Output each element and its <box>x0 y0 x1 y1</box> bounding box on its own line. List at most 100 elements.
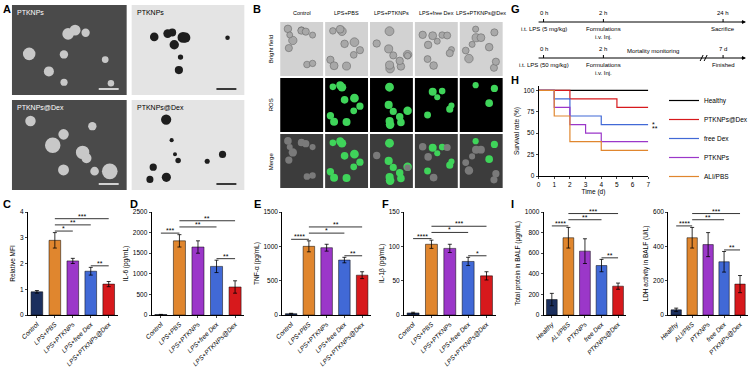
svg-text:**: ** <box>350 250 356 257</box>
svg-text:0: 0 <box>20 311 24 318</box>
svg-text:ALI/PBS: ALI/PBS <box>672 320 695 343</box>
svg-text:Merge: Merge <box>268 153 274 171</box>
svg-text:100: 100 <box>389 243 400 250</box>
svg-text:C: C <box>3 198 11 210</box>
svg-text:4: 4 <box>599 181 603 188</box>
svg-text:****: **** <box>294 233 305 240</box>
svg-text:LPS+free Dex: LPS+free Dex <box>60 320 94 354</box>
svg-text:PTKNPs: PTKNPs <box>689 320 712 343</box>
svg-text:3: 3 <box>20 234 24 241</box>
svg-text:*: * <box>652 121 655 128</box>
svg-text:***: *** <box>78 213 86 220</box>
svg-text:25: 25 <box>527 151 535 158</box>
svg-text:PTKNPs: PTKNPs <box>704 154 730 161</box>
svg-text:PTKNPs@Dex: PTKNPs@Dex <box>708 320 744 356</box>
svg-text:0: 0 <box>531 172 535 179</box>
svg-text:**: ** <box>70 219 76 226</box>
svg-text:PTKNPs@Dex: PTKNPs@Dex <box>586 320 622 356</box>
svg-text:200: 200 <box>653 277 664 284</box>
svg-text:Control: Control <box>293 10 311 16</box>
svg-text:**: ** <box>607 252 613 259</box>
svg-text:LPS+PTKNPs: LPS+PTKNPs <box>296 320 330 354</box>
svg-text:*: * <box>448 226 451 233</box>
svg-text:LPS+PBS: LPS+PBS <box>409 320 435 346</box>
svg-text:Bright field: Bright field <box>268 35 274 63</box>
svg-text:2000: 2000 <box>133 229 148 236</box>
svg-text:2500: 2500 <box>133 208 148 215</box>
svg-text:Healthy: Healthy <box>534 320 556 342</box>
svg-text:****: **** <box>679 220 690 227</box>
svg-text:LPS+free Dex: LPS+free Dex <box>314 320 348 354</box>
svg-text:PTKNPs: PTKNPs <box>137 9 164 16</box>
svg-text:**: ** <box>333 221 339 228</box>
svg-text:**: ** <box>652 125 658 132</box>
svg-text:LPS+PTKNPs@Dex: LPS+PTKNPs@Dex <box>65 320 112 367</box>
svg-text:LPS+PTKNPs@Dex: LPS+PTKNPs@Dex <box>456 10 506 16</box>
svg-text:1000: 1000 <box>133 270 148 277</box>
svg-text:*: * <box>62 225 65 232</box>
svg-text:200: 200 <box>528 291 539 298</box>
svg-text:LPS+PTKNPs@Dex: LPS+PTKNPs@Dex <box>318 320 365 367</box>
svg-text:600: 600 <box>653 208 664 215</box>
svg-text:free Dex: free Dex <box>704 135 729 142</box>
svg-text:1: 1 <box>552 181 556 188</box>
svg-text:PTKNPs: PTKNPs <box>565 320 588 343</box>
svg-text:50: 50 <box>527 129 535 136</box>
svg-text:i.t. LPS (5 mg/kg): i.t. LPS (5 mg/kg) <box>521 26 567 32</box>
svg-text:*: * <box>476 250 479 257</box>
svg-text:5: 5 <box>615 181 619 188</box>
svg-text:Mortality monitoring: Mortality monitoring <box>627 48 679 54</box>
svg-text:LPS+PTKNPs: LPS+PTKNPs <box>42 320 76 354</box>
svg-text:0: 0 <box>536 311 540 318</box>
svg-text:2: 2 <box>568 181 572 188</box>
svg-text:Relative MFI: Relative MFI <box>9 245 16 282</box>
svg-text:***: *** <box>166 227 174 234</box>
svg-text:75: 75 <box>527 108 535 115</box>
svg-text:**: ** <box>97 260 103 267</box>
svg-text:ALI/PBS: ALI/PBS <box>548 320 571 343</box>
svg-text:H: H <box>511 74 519 86</box>
svg-text:0 h: 0 h <box>540 10 548 16</box>
svg-text:50: 50 <box>392 277 400 284</box>
svg-text:LPS+PTKNPs@Dex: LPS+PTKNPs@Dex <box>191 320 238 367</box>
svg-text:2 h: 2 h <box>599 46 607 52</box>
svg-text:**: ** <box>204 215 210 222</box>
svg-text:B: B <box>253 3 261 15</box>
svg-text:LPS+PBS: LPS+PBS <box>32 320 58 346</box>
svg-text:free Dex: free Dex <box>582 320 605 343</box>
svg-text:2: 2 <box>20 260 24 267</box>
svg-text:LPS+free Dex: LPS+free Dex <box>419 10 454 16</box>
svg-text:4: 4 <box>20 208 24 215</box>
svg-text:Control: Control <box>144 320 164 340</box>
svg-text:100: 100 <box>523 87 534 94</box>
svg-text:****: **** <box>417 233 428 240</box>
svg-text:F: F <box>382 198 389 210</box>
svg-text:400: 400 <box>653 243 664 250</box>
svg-text:500: 500 <box>136 291 147 298</box>
svg-text:LPS+PTKNPs: LPS+PTKNPs <box>167 320 201 354</box>
svg-text:***: *** <box>589 208 597 215</box>
svg-text:***: *** <box>712 208 720 215</box>
svg-text:LPS+PBS: LPS+PBS <box>286 320 312 346</box>
svg-text:i.t. LPS (50 mg/kg): i.t. LPS (50 mg/kg) <box>519 62 569 68</box>
svg-text:7 d: 7 d <box>719 46 727 52</box>
svg-text:PTKNPs: PTKNPs <box>17 9 44 16</box>
svg-text:PTKNPs@Dex: PTKNPs@Dex <box>137 104 184 111</box>
svg-text:0: 0 <box>274 311 278 318</box>
svg-text:7: 7 <box>646 181 650 188</box>
svg-text:G: G <box>511 3 520 15</box>
svg-text:PTKNPs@Dex: PTKNPs@Dex <box>17 104 64 111</box>
svg-text:150: 150 <box>389 208 400 215</box>
svg-text:**: ** <box>582 214 588 221</box>
svg-text:2 h: 2 h <box>599 10 607 16</box>
svg-text:**: ** <box>223 253 229 260</box>
svg-text:I: I <box>511 198 514 210</box>
svg-text:1: 1 <box>20 286 24 293</box>
svg-text:PTKNPs@Dex: PTKNPs@Dex <box>704 116 748 123</box>
svg-text:Sacrifice: Sacrifice <box>711 26 735 32</box>
svg-text:Control: Control <box>396 320 416 340</box>
svg-text:Healthy: Healthy <box>659 320 681 342</box>
svg-text:Formulationsi.v. Inj.: Formulationsi.v. Inj. <box>586 62 621 76</box>
svg-text:LPS+free Dex: LPS+free Dex <box>437 320 471 354</box>
svg-text:ALI/PBS: ALI/PBS <box>704 173 729 180</box>
